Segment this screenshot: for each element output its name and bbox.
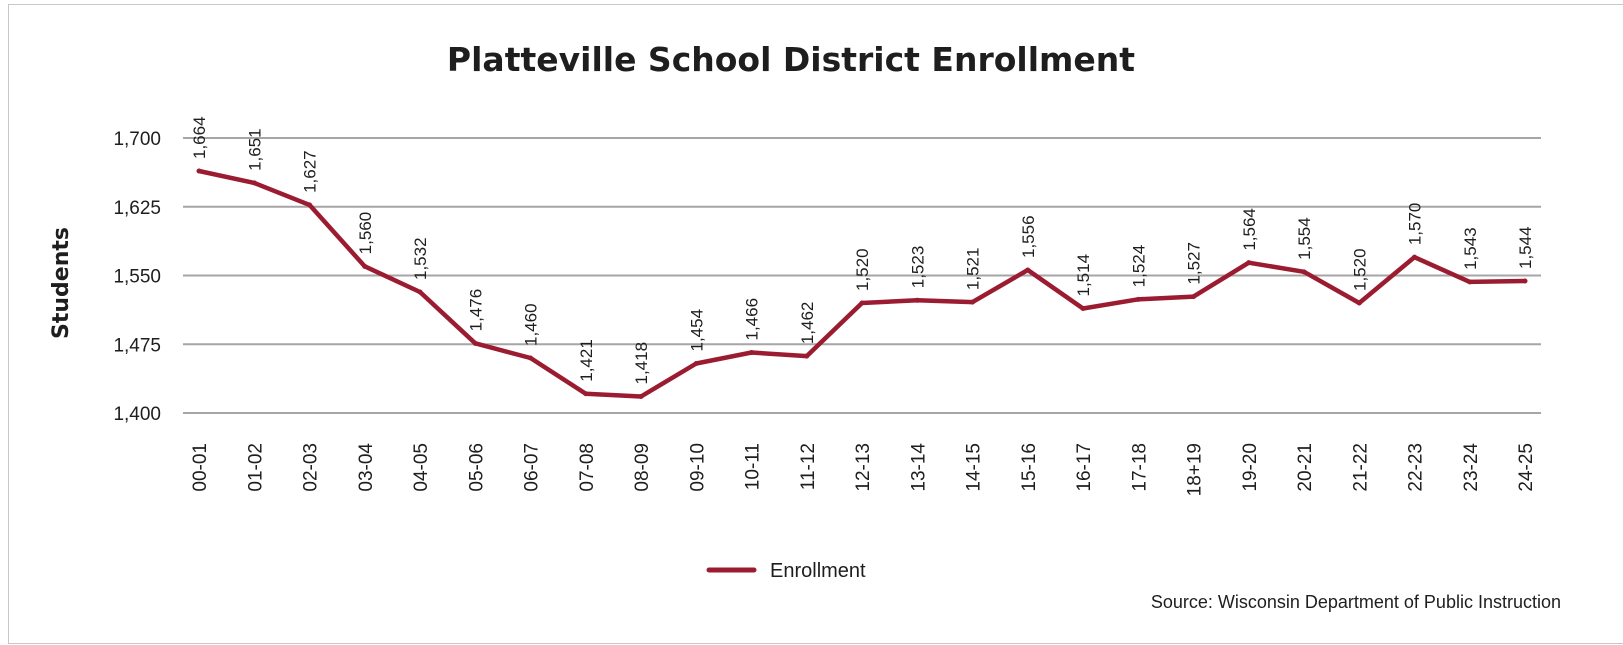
x-tick-label: 22-23 xyxy=(1406,443,1427,492)
data-point xyxy=(1301,269,1307,275)
x-tick-label: 24-25 xyxy=(1516,443,1537,492)
data-point xyxy=(693,361,699,366)
data-label: 1,543 xyxy=(1461,227,1480,270)
x-tick-label: 12-13 xyxy=(853,443,874,492)
x-tick-label: 00-01 xyxy=(190,443,211,492)
x-tick-label: 18+19 xyxy=(1185,443,1206,496)
x-tick-label: 20-21 xyxy=(1295,443,1316,492)
x-tick-label: 07-08 xyxy=(577,443,598,492)
data-label: 1,521 xyxy=(964,248,983,291)
data-label: 1,520 xyxy=(853,248,872,291)
data-point xyxy=(804,353,810,359)
data-point xyxy=(914,297,920,303)
y-tick-label: 1,400 xyxy=(113,404,161,425)
chart-title: Platteville School District Enrollment xyxy=(447,40,1135,79)
data-label: 1,462 xyxy=(798,302,817,345)
source-note: Source: Wisconsin Department of Public I… xyxy=(1151,592,1561,612)
y-tick-label: 1,700 xyxy=(113,129,161,150)
data-label: 1,421 xyxy=(577,339,596,382)
y-tick-label: 1,550 xyxy=(113,267,161,288)
data-point xyxy=(638,394,644,399)
x-tick-label: 08-09 xyxy=(632,443,653,492)
data-point xyxy=(1246,260,1252,266)
x-tick-label: 11-12 xyxy=(798,443,819,490)
data-point xyxy=(1522,278,1528,284)
data-label: 1,664 xyxy=(190,116,209,159)
data-point xyxy=(1356,300,1362,306)
data-label: 1,544 xyxy=(1516,226,1535,269)
data-label: 1,560 xyxy=(356,212,375,255)
data-point xyxy=(472,340,478,346)
data-label: 1,520 xyxy=(1350,248,1369,291)
data-point xyxy=(859,300,865,306)
data-point xyxy=(1191,294,1196,300)
chart-frame: Platteville School District Enrollment S… xyxy=(8,4,1623,644)
data-point xyxy=(1080,306,1086,311)
x-tick-label: 06-07 xyxy=(522,443,543,492)
data-label: 1,514 xyxy=(1074,254,1093,297)
data-label: 1,460 xyxy=(522,303,541,346)
x-tick-label: 01-02 xyxy=(245,443,266,492)
data-label: 1,527 xyxy=(1185,242,1204,285)
x-tick-label: 14-15 xyxy=(964,443,985,492)
data-label: 1,556 xyxy=(1019,215,1038,258)
x-axis-ticks: 00-01 01-02 02-03 03-04 04-05 05-06 06-07 07-08… xyxy=(190,443,1537,497)
data-label: 1,476 xyxy=(466,289,485,332)
x-tick-label: 15-16 xyxy=(1019,443,1040,492)
data-label: 1,532 xyxy=(411,237,430,280)
data-point xyxy=(1025,267,1031,273)
enrollment-line-chart: Platteville School District Enrollment S… xyxy=(49,40,1561,612)
data-point xyxy=(583,391,589,397)
data-point xyxy=(1135,296,1141,302)
data-label: 1,523 xyxy=(908,246,927,289)
x-tick-label: 17-18 xyxy=(1129,443,1150,492)
x-tick-label: 13-14 xyxy=(908,443,929,492)
data-labels: 1,664 1,651 1,627 1,560 1,532 1,476 1,460 1,421… xyxy=(190,116,1535,384)
data-point xyxy=(1412,254,1417,260)
data-point xyxy=(251,180,257,186)
data-point xyxy=(307,202,312,208)
legend: Enrollment xyxy=(706,560,866,582)
x-tick-label: 16-17 xyxy=(1074,443,1095,492)
data-point xyxy=(362,263,368,269)
data-label: 1,418 xyxy=(632,342,651,385)
y-axis-ticks: 1,400 1,475 1,550 1,625 1,700 xyxy=(113,129,161,425)
data-label: 1,651 xyxy=(245,128,264,171)
x-tick-label: 19-20 xyxy=(1240,443,1261,492)
data-point xyxy=(749,350,754,355)
data-label: 1,570 xyxy=(1406,203,1425,246)
data-point xyxy=(196,168,202,174)
x-tick-label: 09-10 xyxy=(687,443,708,492)
data-point xyxy=(1467,279,1473,285)
x-tick-label: 04-05 xyxy=(411,443,432,492)
data-label: 1,627 xyxy=(301,150,320,193)
x-tick-label: 02-03 xyxy=(301,443,322,492)
data-label: 1,564 xyxy=(1240,208,1259,251)
data-point xyxy=(970,299,975,305)
x-tick-label: 10-11 xyxy=(743,443,764,490)
gridlines xyxy=(183,137,1541,414)
data-point xyxy=(417,289,423,295)
x-tick-label: 23-24 xyxy=(1461,443,1482,492)
legend-label-enrollment: Enrollment xyxy=(770,560,866,582)
x-tick-label: 05-06 xyxy=(466,443,487,492)
series-group xyxy=(196,168,1528,399)
x-tick-label: 21-22 xyxy=(1350,443,1371,492)
x-tick-label: 03-04 xyxy=(356,443,377,492)
data-label: 1,454 xyxy=(687,309,706,352)
data-point xyxy=(528,355,533,361)
data-label: 1,554 xyxy=(1295,217,1314,260)
data-label: 1,466 xyxy=(743,298,762,341)
data-label: 1,524 xyxy=(1129,245,1148,288)
y-axis-label: Students xyxy=(49,227,74,339)
y-tick-label: 1,475 xyxy=(113,335,161,356)
y-tick-label: 1,625 xyxy=(113,198,161,219)
